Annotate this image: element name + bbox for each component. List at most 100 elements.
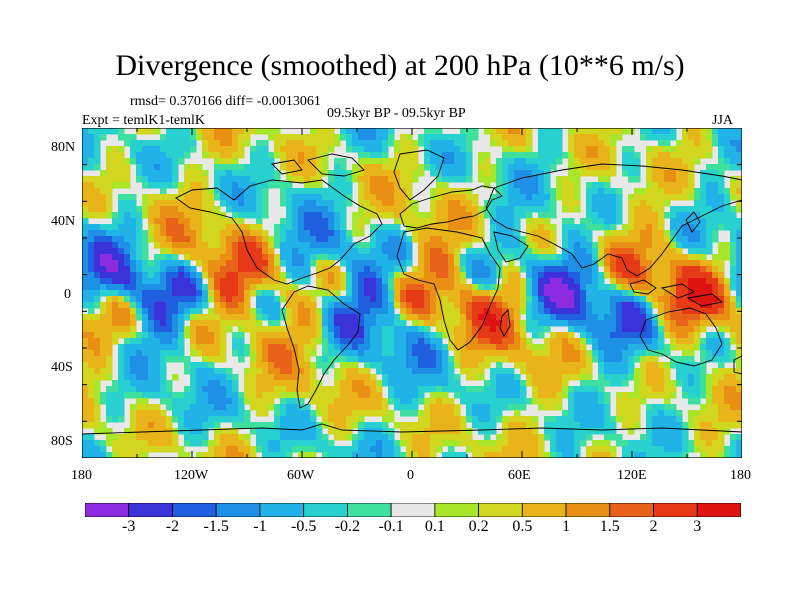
field-cell bbox=[592, 416, 599, 423]
field-cell bbox=[658, 182, 665, 189]
field-cell bbox=[394, 242, 401, 249]
field-cell bbox=[574, 200, 581, 207]
field-cell bbox=[346, 422, 353, 429]
field-cell bbox=[130, 404, 137, 411]
field-cell bbox=[220, 398, 227, 405]
field-cell bbox=[430, 284, 437, 291]
field-cell bbox=[238, 188, 245, 195]
field-cell bbox=[670, 128, 677, 135]
field-cell bbox=[130, 350, 137, 357]
field-cell bbox=[238, 410, 245, 417]
field-cell bbox=[658, 164, 665, 171]
field-cell bbox=[400, 392, 407, 399]
field-cell bbox=[232, 380, 239, 387]
field-cell bbox=[448, 404, 455, 411]
field-cell bbox=[700, 236, 707, 243]
field-cell bbox=[634, 224, 641, 231]
field-cell bbox=[724, 374, 731, 381]
field-cell bbox=[262, 398, 269, 405]
field-cell bbox=[382, 272, 389, 279]
field-cell bbox=[376, 236, 383, 243]
field-cell bbox=[652, 320, 659, 327]
field-cell bbox=[460, 362, 467, 369]
field-cell bbox=[394, 212, 401, 219]
field-cell bbox=[610, 326, 617, 333]
field-cell bbox=[238, 272, 245, 279]
field-cell bbox=[334, 230, 341, 237]
field-cell bbox=[196, 290, 203, 297]
field-cell bbox=[598, 386, 605, 393]
field-cell bbox=[460, 128, 467, 135]
field-cell bbox=[478, 410, 485, 417]
field-cell bbox=[106, 266, 113, 273]
field-cell bbox=[334, 308, 341, 315]
field-cell bbox=[688, 224, 695, 231]
field-cell bbox=[274, 236, 281, 243]
field-cell bbox=[688, 158, 695, 165]
field-cell bbox=[406, 344, 413, 351]
field-cell bbox=[172, 284, 179, 291]
field-cell bbox=[388, 416, 395, 423]
field-cell bbox=[376, 260, 383, 267]
field-cell bbox=[694, 428, 701, 435]
field-cell bbox=[538, 248, 545, 255]
field-cell bbox=[208, 188, 215, 195]
field-cell bbox=[430, 374, 437, 381]
field-cell bbox=[334, 236, 341, 243]
field-cell bbox=[130, 326, 137, 333]
field-cell bbox=[550, 206, 557, 213]
field-cell bbox=[688, 164, 695, 171]
field-cell bbox=[340, 350, 347, 357]
field-cell bbox=[358, 266, 365, 273]
field-cell bbox=[184, 284, 191, 291]
field-cell bbox=[256, 140, 263, 147]
field-cell bbox=[250, 284, 257, 291]
field-cell bbox=[418, 398, 425, 405]
field-cell bbox=[640, 230, 647, 237]
field-cell bbox=[520, 152, 527, 159]
field-cell bbox=[508, 230, 515, 237]
field-cell bbox=[568, 302, 575, 309]
field-cell bbox=[112, 326, 119, 333]
field-cell bbox=[562, 152, 569, 159]
field-cell bbox=[112, 242, 119, 249]
field-cell bbox=[178, 398, 185, 405]
field-cell bbox=[358, 374, 365, 381]
field-cell bbox=[154, 284, 161, 291]
field-cell bbox=[94, 362, 101, 369]
field-cell bbox=[682, 422, 689, 429]
field-cell bbox=[262, 266, 269, 273]
field-cell bbox=[550, 242, 557, 249]
field-cell bbox=[496, 398, 503, 405]
field-cell bbox=[292, 314, 299, 321]
field-cell bbox=[514, 212, 521, 219]
field-cell bbox=[292, 302, 299, 309]
field-cell bbox=[400, 374, 407, 381]
field-cell bbox=[106, 230, 113, 237]
field-cell bbox=[664, 374, 671, 381]
field-cell bbox=[94, 422, 101, 429]
field-cell bbox=[232, 140, 239, 147]
field-cell bbox=[340, 332, 347, 339]
field-cell bbox=[736, 182, 742, 189]
field-cell bbox=[436, 176, 443, 183]
field-cell bbox=[556, 416, 563, 423]
field-cell bbox=[592, 266, 599, 273]
field-cell bbox=[556, 344, 563, 351]
field-cell bbox=[628, 146, 635, 153]
field-cell bbox=[514, 188, 521, 195]
field-cell bbox=[214, 236, 221, 243]
field-cell bbox=[724, 410, 731, 417]
field-cell bbox=[388, 290, 395, 297]
field-cell bbox=[508, 182, 515, 189]
field-cell bbox=[88, 368, 95, 375]
field-cell bbox=[388, 344, 395, 351]
field-cell bbox=[616, 410, 623, 417]
field-cell bbox=[178, 224, 185, 231]
field-cell bbox=[250, 386, 257, 393]
field-cell bbox=[136, 248, 143, 255]
field-cell bbox=[616, 194, 623, 201]
field-cell bbox=[202, 350, 209, 357]
field-cell bbox=[538, 194, 545, 201]
field-cell bbox=[310, 140, 317, 147]
